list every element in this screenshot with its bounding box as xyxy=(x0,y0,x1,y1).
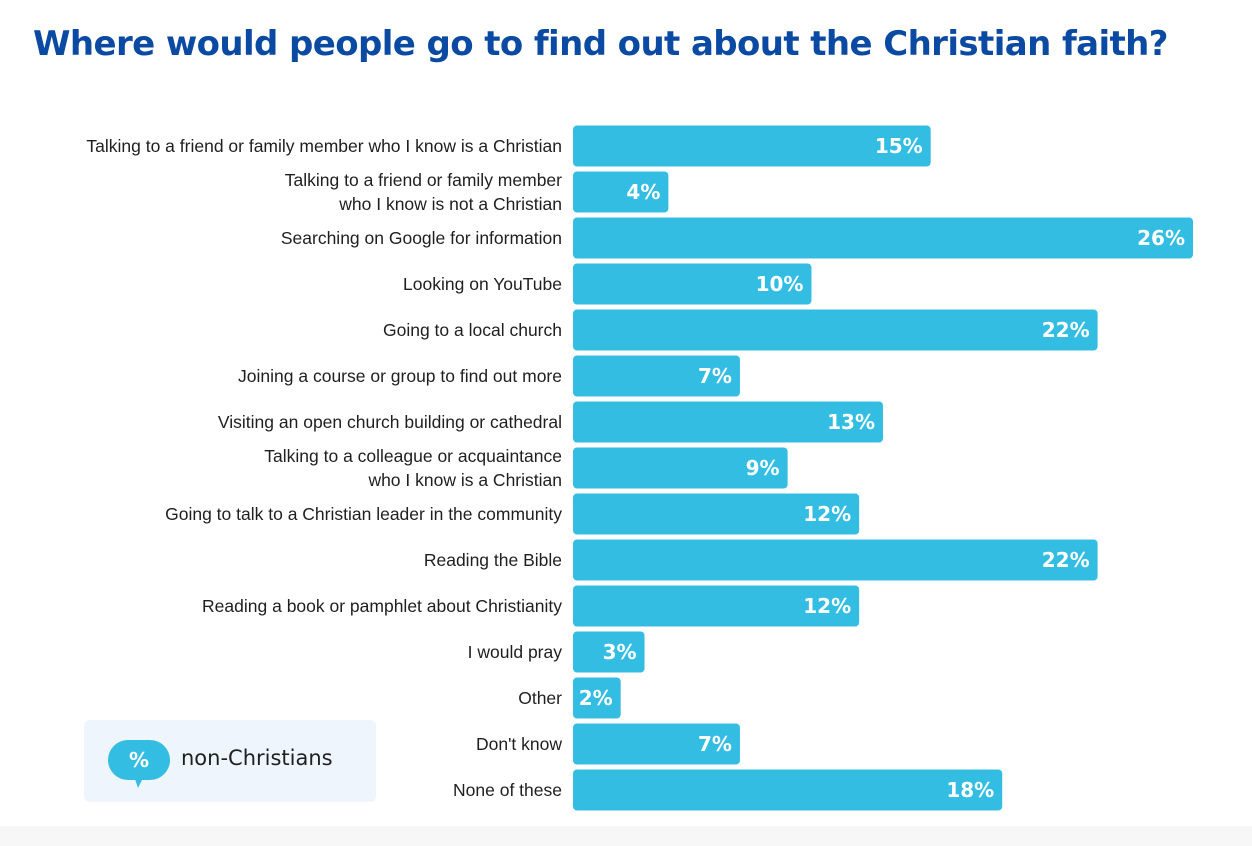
bar xyxy=(573,447,788,489)
bar xyxy=(573,539,1098,581)
data-label: 12% xyxy=(803,594,851,618)
category-label: Don't know xyxy=(476,734,562,754)
bar xyxy=(573,309,1098,351)
data-label: 22% xyxy=(1042,548,1090,572)
data-label: 4% xyxy=(626,180,660,204)
data-label: 12% xyxy=(803,502,851,526)
data-label: 9% xyxy=(746,456,780,480)
legend-label: non-Christians xyxy=(181,746,333,770)
data-label: 18% xyxy=(946,778,994,802)
category-label: Reading the Bible xyxy=(424,550,562,570)
bar xyxy=(573,401,883,443)
category-label: Going to a local church xyxy=(383,320,562,340)
category-label: Other xyxy=(518,688,562,708)
bar xyxy=(573,631,645,673)
category-label: who I know is not a Christian xyxy=(338,194,562,214)
bar xyxy=(573,217,1193,259)
category-label: Talking to a friend or family member xyxy=(285,170,562,190)
bar xyxy=(573,263,812,305)
category-label: Talking to a colleague or acquaintance xyxy=(264,446,562,466)
bar xyxy=(573,125,931,167)
category-label: Visiting an open church building or cath… xyxy=(218,412,562,432)
category-label: Reading a book or pamphlet about Christi… xyxy=(202,596,562,616)
category-label: Talking to a friend or family member who… xyxy=(86,136,562,156)
category-label: None of these xyxy=(453,780,562,800)
category-label: Searching on Google for information xyxy=(281,228,562,248)
speech-bubble-icon xyxy=(108,740,170,788)
category-label: Joining a course or group to find out mo… xyxy=(238,366,562,386)
bar xyxy=(573,171,669,213)
bar xyxy=(573,585,860,627)
category-label: I would pray xyxy=(468,642,563,662)
data-label: 3% xyxy=(603,640,637,664)
data-label: 13% xyxy=(827,410,875,434)
bar xyxy=(573,769,1003,811)
bar xyxy=(573,677,621,719)
footer-strip xyxy=(0,826,1252,846)
bar xyxy=(573,355,740,397)
category-label: Looking on YouTube xyxy=(403,274,562,294)
data-label: 10% xyxy=(756,272,804,296)
data-label: 22% xyxy=(1042,318,1090,342)
bar xyxy=(573,723,740,765)
legend: % non-Christians xyxy=(84,720,376,802)
bar xyxy=(573,493,860,535)
data-label: 7% xyxy=(698,364,732,388)
category-label: Going to talk to a Christian leader in t… xyxy=(165,504,562,524)
data-label: 7% xyxy=(698,732,732,756)
data-label: 15% xyxy=(875,134,923,158)
chart-title: Where would people go to find out about … xyxy=(33,24,1169,64)
data-label: 26% xyxy=(1137,226,1185,250)
category-label: who I know is a Christian xyxy=(367,470,562,490)
data-label: 2% xyxy=(579,686,613,710)
legend-icon-symbol: % xyxy=(128,748,150,772)
